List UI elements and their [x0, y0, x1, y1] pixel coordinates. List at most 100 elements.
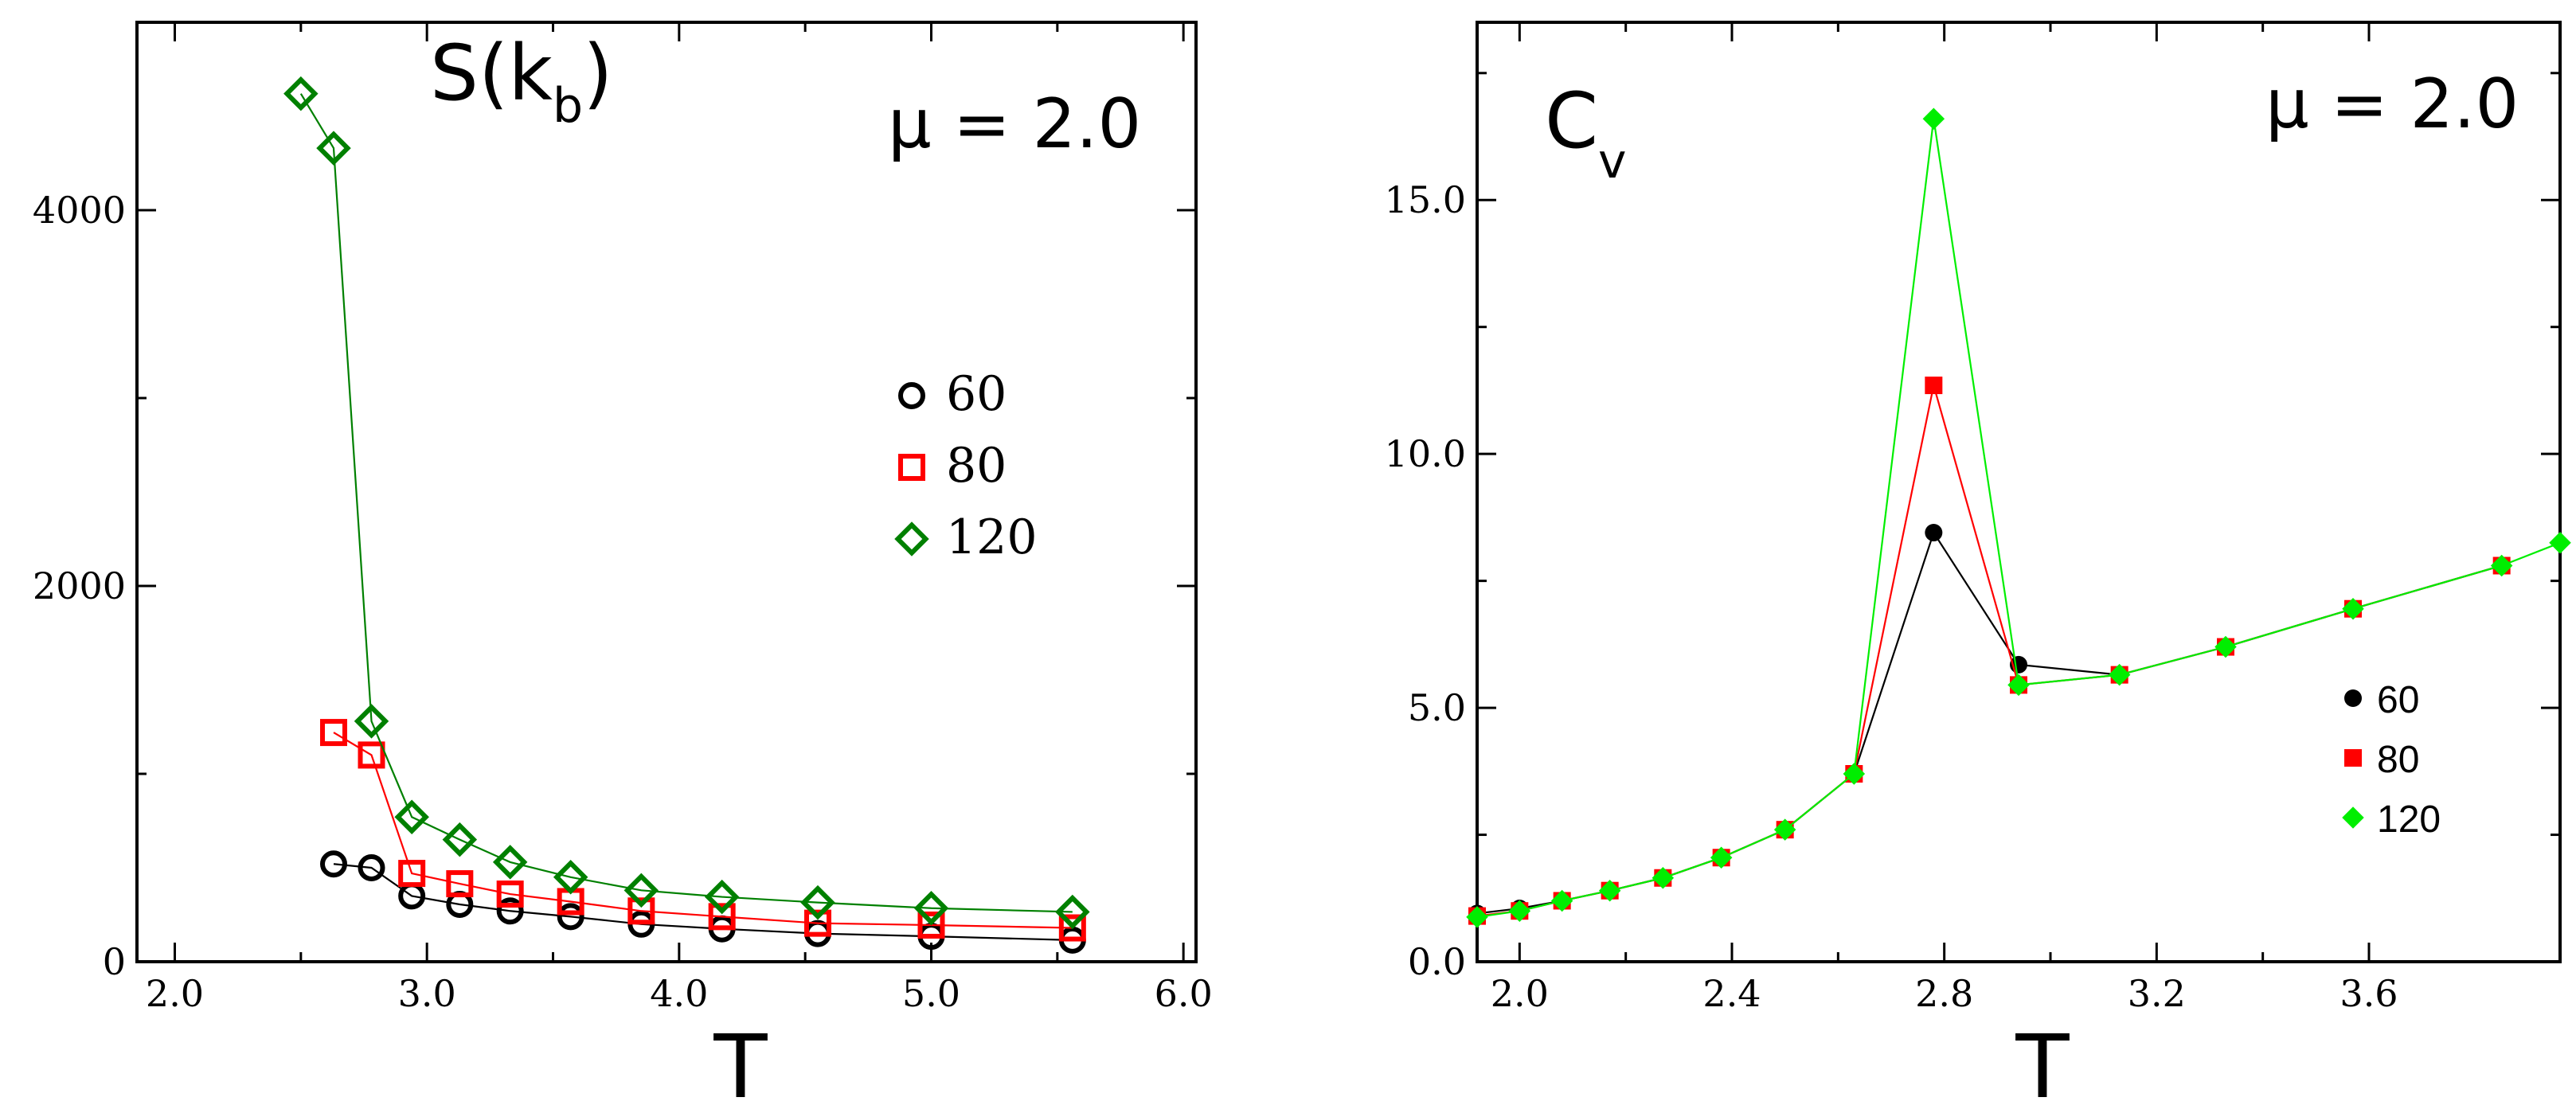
right-y-tick-label: 10.0 [1385, 432, 1466, 475]
left-mu-annotation: μ = 2.0 [888, 84, 1141, 164]
right-legend-120-label: 120 [2377, 799, 2441, 841]
right-legend-80-marker [2344, 749, 2362, 767]
left-series-120-line [299, 93, 1073, 913]
right-series-120-point [1550, 889, 1573, 912]
right-series-60-line [1477, 530, 2502, 915]
right-title-subscript: v [1598, 134, 1627, 189]
left-legend-120-marker [894, 521, 929, 556]
left-series-120-point [800, 884, 835, 920]
left-series-80-point [320, 719, 347, 747]
left-series-80-point [446, 870, 474, 898]
left-series-120-point [553, 860, 588, 895]
right-x-tick-label: 2.4 [1702, 972, 1761, 1015]
right-legend-60-marker [2344, 689, 2362, 707]
right-x-tick-label: 3.6 [2340, 972, 2398, 1015]
left-x-tick-label: 6.0 [1155, 972, 1213, 1015]
right-plot-frame [1476, 21, 2562, 963]
left-series-120-point [316, 131, 351, 166]
right-series-120-point [2342, 597, 2364, 620]
left-chart-panel: 2.0 3.0 4.0 5.0 6.0 0 2000 4000 60 80 120 S(kb) μ… [33, 21, 1213, 1109]
left-x-tick-label: 2.0 [146, 972, 204, 1015]
left-series-60-point [320, 850, 347, 878]
left-y-tick-label: 0 [103, 940, 126, 983]
left-series-60-line [333, 863, 1073, 941]
left-series-group [283, 76, 1090, 954]
left-series-120-point [394, 799, 429, 835]
right-chart-panel: 2.0 2.4 2.8 3.2 3.6 0.0 5.0 10.0 15.0 60 80 120 Cv… [1385, 21, 2571, 1109]
left-series-80-point [398, 860, 426, 888]
left-series-60-point [557, 903, 584, 931]
left-series-80-point [804, 909, 831, 937]
right-series-120-point [2549, 532, 2571, 554]
right-y-tick-label: 15.0 [1385, 178, 1466, 221]
left-y-tick-label: 4000 [33, 189, 126, 232]
right-axis-ticks: 2.0 2.4 2.8 3.2 3.6 0.0 5.0 10.0 15.0 [1385, 22, 2560, 1015]
left-legend-80-label: 80 [946, 438, 1007, 494]
right-series-120-point [2490, 554, 2513, 577]
left-y-tick-label: 2000 [33, 564, 126, 607]
right-chart-title: Cv [1545, 76, 1627, 189]
right-mu-annotation: μ = 2.0 [2265, 64, 2519, 144]
right-series-120-point [1598, 879, 1621, 902]
left-legend-120-label: 120 [946, 510, 1038, 565]
left-legend-60-label: 60 [946, 366, 1007, 422]
right-series-120-point [1652, 867, 1675, 889]
right-x-axis-label: T [2015, 1016, 2070, 1109]
left-x-tick-label: 4.0 [650, 972, 708, 1015]
left-title-subscript: b [553, 78, 583, 134]
right-series-120-point [1773, 818, 1796, 841]
left-axis-ticks: 2.0 3.0 4.0 5.0 6.0 0 2000 4000 [33, 22, 1213, 1015]
left-series-80-line [333, 732, 1073, 929]
right-y-tick-label: 5.0 [1408, 686, 1466, 729]
left-series-80-point [358, 741, 385, 769]
right-title-main: C [1545, 76, 1598, 166]
left-plot-frame [135, 21, 1198, 963]
right-legend-120-marker [2342, 806, 2364, 829]
right-series-60-point [1925, 524, 1943, 542]
left-series-60-point [358, 854, 385, 881]
left-series-120-point [913, 890, 949, 926]
left-x-tick-label: 3.0 [398, 972, 456, 1015]
right-series-120-line [1477, 119, 2560, 918]
left-series-120-point [492, 845, 528, 880]
left-x-axis-label: T [713, 1016, 768, 1109]
left-series-80-point [496, 881, 524, 908]
left-series-120-point [704, 879, 740, 915]
right-series-120-point [1710, 846, 1733, 869]
left-series-60-point [496, 897, 524, 925]
left-series-80-point [1058, 914, 1086, 942]
left-title-main: S(k [430, 29, 553, 118]
right-legend-60-label: 60 [2377, 679, 2419, 721]
left-series-80-point [627, 897, 655, 925]
right-y-tick-label: 0.0 [1408, 940, 1466, 983]
right-series-80-point [1925, 377, 1943, 395]
right-legend: 60 80 120 [2342, 679, 2441, 841]
right-legend-80-label: 80 [2377, 739, 2419, 781]
right-series-120-point [1843, 763, 1866, 785]
right-series-120-point [1922, 107, 1945, 130]
left-series-120-point [442, 822, 478, 857]
right-x-tick-label: 2.8 [1915, 972, 1973, 1015]
right-series-120-point [2214, 635, 2237, 658]
left-series-80-point [708, 903, 736, 931]
left-series-80-point [917, 911, 945, 939]
right-x-tick-label: 2.0 [1491, 972, 1549, 1015]
left-series-120-point [283, 76, 319, 111]
left-title-close: ) [583, 29, 612, 118]
left-legend: 60 80 120 [894, 366, 1038, 565]
right-series-120-point [2007, 674, 2030, 697]
left-legend-80-marker [898, 454, 925, 481]
left-legend-60-marker [898, 382, 925, 409]
right-series-120-point [1508, 900, 1531, 922]
left-chart-title: S(kb) [430, 29, 613, 134]
left-series-120-point [623, 873, 659, 908]
left-x-tick-label: 5.0 [902, 972, 960, 1015]
right-series-120-point [2108, 663, 2131, 686]
right-series-80-line [1477, 385, 2502, 917]
right-x-tick-label: 3.2 [2128, 972, 2186, 1015]
right-series-120-point [1466, 906, 1488, 928]
left-series-120-point [354, 704, 389, 739]
right-series-group [1466, 107, 2571, 928]
left-series-120-point [1055, 894, 1090, 930]
